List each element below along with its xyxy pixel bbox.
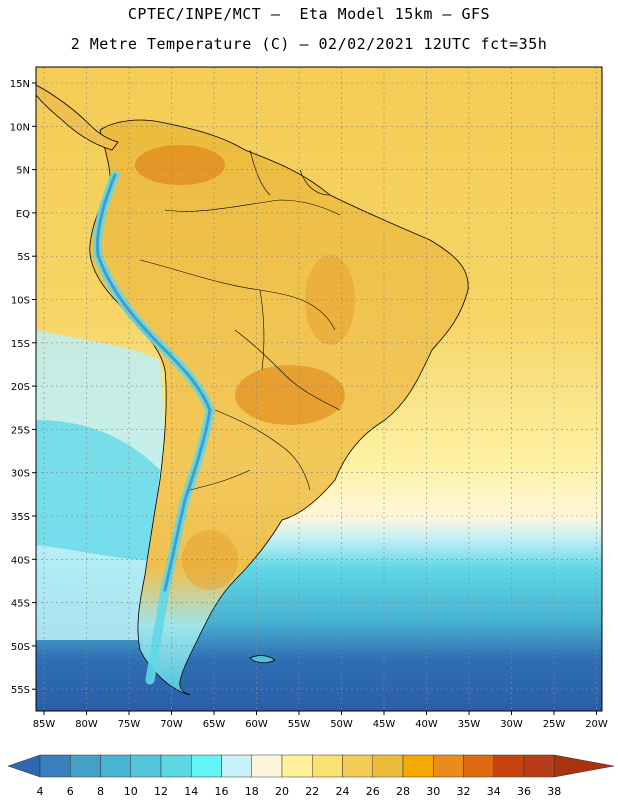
colorbar-label: 18 bbox=[245, 785, 259, 798]
longitude-axis: 85W 80W 75W 70W 65W 60W 55W 50W 45W 40W 35W 30W 25W 2… bbox=[33, 711, 608, 730]
colorbar-label: 22 bbox=[305, 785, 319, 798]
colorbar-swatch bbox=[160, 754, 192, 778]
colorbar-swatch bbox=[342, 754, 373, 778]
colorbar-label: 34 bbox=[487, 785, 501, 798]
colorbar-label: 28 bbox=[396, 785, 410, 798]
lon-label: 40W bbox=[415, 719, 438, 730]
hotspot-paraguay bbox=[235, 365, 345, 425]
colorbar-label: 32 bbox=[457, 785, 471, 798]
lon-label: 85W bbox=[33, 719, 56, 730]
colorbar-swatch bbox=[221, 754, 252, 778]
colorbar-swatch bbox=[70, 754, 101, 778]
colorbar-label: 24 bbox=[336, 785, 350, 798]
map-frame bbox=[35, 66, 603, 712]
colorbar-swatch bbox=[493, 754, 525, 778]
colorbar-label: 4 bbox=[37, 785, 44, 798]
lon-label: 65W bbox=[203, 719, 226, 730]
colorbar-label: 38 bbox=[547, 785, 561, 798]
lat-label: 50S bbox=[11, 642, 30, 653]
colorbar-label: 8 bbox=[97, 785, 104, 798]
lon-label: 25W bbox=[543, 719, 566, 730]
lat-label: 15N bbox=[10, 79, 30, 90]
lat-label: 5S bbox=[17, 252, 30, 263]
colorbar-swatch bbox=[312, 754, 343, 778]
colorbar-arrow-left bbox=[7, 754, 41, 778]
lat-label: 15S bbox=[11, 339, 30, 350]
map-title-line2: 2 Metre Temperature (C) – 02/02/2021 12U… bbox=[70, 35, 548, 53]
colorbar-swatch bbox=[523, 754, 555, 778]
colorbar-label: 36 bbox=[517, 785, 531, 798]
colorbar-swatch bbox=[402, 754, 434, 778]
colorbar-label: 30 bbox=[426, 785, 440, 798]
lat-label: 10S bbox=[11, 296, 30, 307]
lon-label: 20W bbox=[585, 719, 608, 730]
lon-label: 70W bbox=[160, 719, 183, 730]
lon-label: 30W bbox=[500, 719, 523, 730]
colorbar-label: 10 bbox=[124, 785, 138, 798]
latitude-axis: 15N 10N 5N EQ 5S 10S 15S 20S 25S 30S 35S 40S 45S 50S 5… bbox=[10, 79, 36, 696]
lat-label: 20S bbox=[11, 382, 30, 393]
colorbar-label: 12 bbox=[154, 785, 168, 798]
lat-label: 55S bbox=[11, 685, 30, 696]
colorbar-arrow-right bbox=[554, 754, 615, 778]
colorbar-label: 6 bbox=[67, 785, 74, 798]
colorbar-swatch bbox=[100, 754, 131, 778]
lon-label: 35W bbox=[458, 719, 481, 730]
colorbar-label: 16 bbox=[215, 785, 229, 798]
colorbar-label: 14 bbox=[184, 785, 198, 798]
colorbar: 4 6 8 10 12 14 16 18 20 22 24 26 28 30 32 34 36 38 bbox=[7, 754, 615, 798]
colorbar-swatch bbox=[130, 754, 162, 778]
hotspot-venezuela bbox=[135, 145, 225, 185]
lon-label: 60W bbox=[245, 719, 268, 730]
central-america-land bbox=[36, 84, 119, 151]
lat-label: 5N bbox=[16, 166, 30, 177]
lat-label: 45S bbox=[11, 599, 30, 610]
lat-label: 35S bbox=[11, 512, 30, 523]
lat-label: 30S bbox=[11, 469, 30, 480]
colorbar-swatch bbox=[39, 754, 71, 778]
lon-label: 80W bbox=[75, 719, 98, 730]
lon-label: 45W bbox=[373, 719, 396, 730]
colorbar-swatch bbox=[251, 754, 283, 778]
colorbar-swatch bbox=[281, 754, 313, 778]
lat-label: 25S bbox=[11, 425, 30, 436]
colorbar-swatch bbox=[463, 754, 494, 778]
country-borders bbox=[139, 149, 341, 491]
lon-label: 75W bbox=[118, 719, 141, 730]
colorbar-label: 26 bbox=[366, 785, 380, 798]
lat-lon-grid bbox=[36, 67, 602, 711]
lat-label: 40S bbox=[11, 555, 30, 566]
lon-label: 55W bbox=[288, 719, 311, 730]
colorbar-swatch bbox=[191, 754, 222, 778]
lat-label: EQ bbox=[16, 209, 30, 220]
lon-label: 50W bbox=[330, 719, 353, 730]
lat-label: 10N bbox=[10, 122, 30, 133]
colorbar-swatch bbox=[433, 754, 464, 778]
colorbar-swatch bbox=[372, 754, 404, 778]
map-title-line1: CPTEC/INPE/MCT – Eta Model 15km – GFS bbox=[127, 5, 491, 23]
colorbar-label: 20 bbox=[275, 785, 289, 798]
